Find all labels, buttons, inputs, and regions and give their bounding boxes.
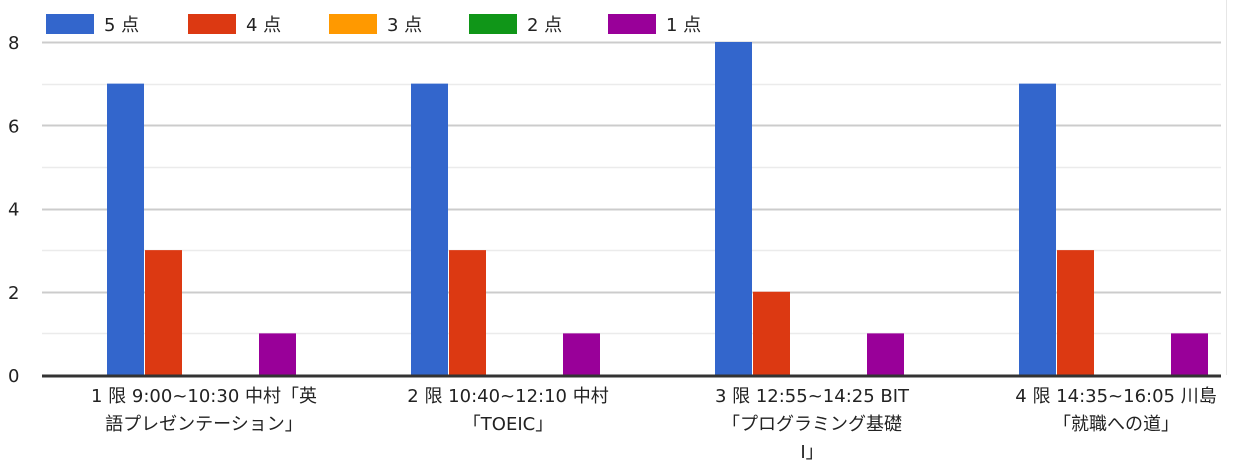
bar[interactable] — [1057, 250, 1094, 375]
y-tick-label: 8 — [8, 33, 19, 54]
bar[interactable] — [145, 250, 182, 375]
x-category-label: Ⅰ」 — [800, 442, 823, 463]
y-tick-label: 6 — [8, 116, 19, 137]
legend-item[interactable]: 3 点 — [329, 14, 422, 36]
x-category-label: 語プレゼンテーション」 — [105, 414, 303, 435]
legend-label: 4 点 — [246, 15, 281, 36]
legend-item[interactable]: 2 点 — [469, 14, 562, 36]
legend-item[interactable]: 4 点 — [188, 14, 281, 36]
bar[interactable] — [107, 83, 144, 375]
legend-label: 2 点 — [527, 15, 562, 36]
legend-item[interactable]: 5 点 — [46, 14, 139, 36]
grid-lines — [42, 0, 1227, 375]
legend-swatch — [188, 14, 236, 34]
y-tick-label: 0 — [8, 366, 19, 387]
y-tick-label: 2 — [8, 283, 19, 304]
legend[interactable]: 5 点 4 点 3 点 2 点 1 点 — [46, 14, 701, 36]
bar[interactable] — [563, 333, 600, 375]
legend-item[interactable]: 1 点 — [608, 14, 701, 36]
bar[interactable] — [449, 250, 486, 375]
bar[interactable] — [259, 333, 296, 375]
legend-label: 3 点 — [387, 15, 422, 36]
legend-swatch — [608, 14, 656, 34]
y-axis-ticks: 0 2 4 6 8 — [8, 33, 19, 387]
x-category-label: 1 限 9:00~10:30 中村「英 — [91, 386, 317, 407]
legend-swatch — [329, 14, 377, 34]
x-category-label: 「TOEIC」 — [463, 414, 553, 435]
legend-swatch — [469, 14, 517, 34]
bar[interactable] — [867, 333, 904, 375]
bar[interactable] — [753, 291, 790, 375]
bar[interactable] — [715, 42, 752, 375]
x-category-label: 3 限 12:55~14:25 BIT — [715, 386, 910, 407]
bar[interactable] — [411, 83, 448, 375]
x-category-label: 2 限 10:40~12:10 中村 — [407, 386, 608, 407]
legend-label: 5 点 — [104, 15, 139, 36]
x-category-label: 「就職への道」 — [1053, 414, 1179, 435]
legend-label: 1 点 — [666, 15, 701, 36]
y-tick-label: 4 — [8, 200, 19, 221]
bar[interactable] — [1171, 333, 1208, 375]
bars — [107, 42, 1208, 375]
legend-swatch — [46, 14, 94, 34]
x-category-label: 4 限 14:35~16:05 川島 — [1015, 386, 1216, 407]
bar[interactable] — [1019, 83, 1056, 375]
x-category-label: 「プログラミング基礎 — [722, 414, 902, 435]
